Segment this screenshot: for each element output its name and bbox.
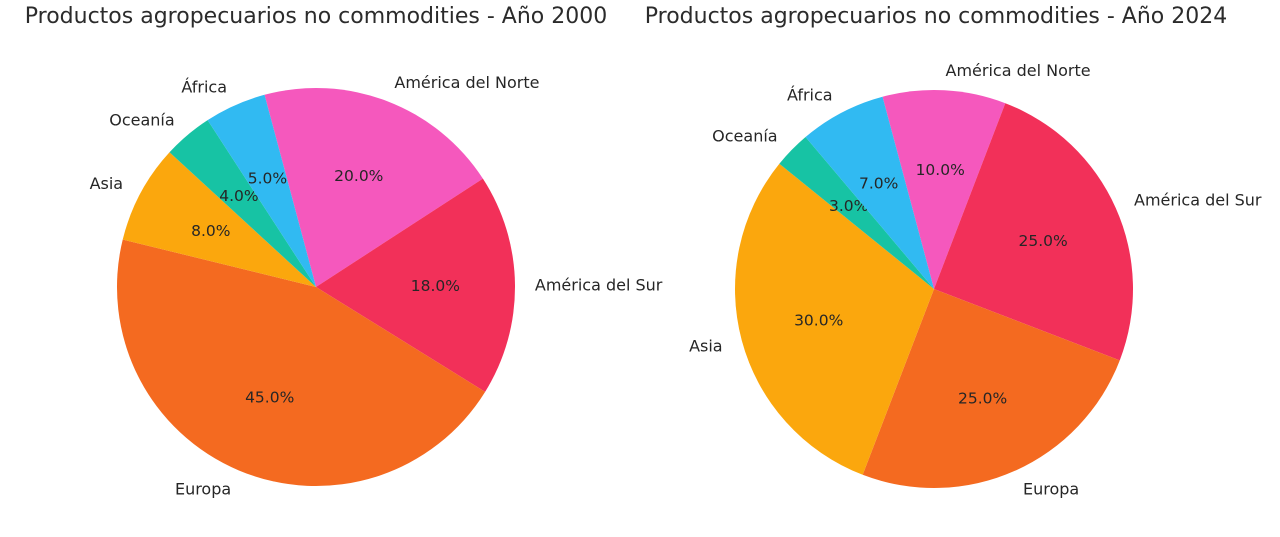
pie-slice-europa	[116, 239, 486, 487]
pie-slice-africa	[207, 94, 316, 287]
pie-slice-asia	[735, 163, 934, 475]
slice-label-africa: África	[787, 86, 833, 105]
slice-label-europa: Europa	[175, 479, 231, 498]
slice-label-america-del-sur: América del Sur	[1134, 191, 1262, 210]
slice-label-asia: Asia	[90, 174, 124, 193]
slice-label-asia: Asia	[689, 336, 723, 355]
slice-label-america-del-norte: América del Norte	[946, 61, 1091, 80]
slice-pct-asia: 8.0%	[191, 222, 230, 240]
pie-slice-america-del-sur	[316, 178, 516, 392]
chart-title-2000: Productos agropecuarios no commodities -…	[24, 4, 608, 29]
pie-slice-oceania	[169, 120, 316, 287]
pie-slice-asia	[122, 152, 317, 287]
pie-slice-africa	[805, 96, 934, 289]
slice-pct-america-del-norte: 20.0%	[334, 167, 383, 185]
slice-pct-america-del-norte: 10.0%	[916, 161, 965, 179]
slice-pct-america-del-sur: 25.0%	[1018, 232, 1067, 250]
slice-label-america-del-norte: América del Norte	[394, 73, 539, 92]
slice-label-america-del-sur: América del Sur	[535, 275, 663, 294]
slice-pct-europa: 45.0%	[245, 389, 294, 407]
slice-label-africa: África	[181, 78, 227, 97]
slice-pct-america-del-sur: 18.0%	[411, 277, 460, 295]
slice-pct-oceania: 4.0%	[219, 187, 258, 205]
pie-slice-oceania	[779, 137, 934, 289]
slice-label-europa: Europa	[1023, 480, 1079, 499]
slice-label-oceania: Oceanía	[712, 126, 777, 145]
chart-title-2024: Productos agropecuarios no commodities -…	[644, 4, 1228, 29]
slice-pct-oceania: 3.0%	[829, 197, 868, 215]
slice-pct-europa: 25.0%	[958, 390, 1007, 408]
slice-label-oceania: Oceanía	[109, 110, 174, 129]
slice-pct-africa: 5.0%	[248, 169, 287, 187]
pie-slice-europa	[862, 289, 1120, 488]
pie-slice-america-del-norte	[264, 87, 483, 287]
slice-pct-asia: 30.0%	[794, 311, 843, 329]
pie-slice-america-del-norte	[882, 90, 1006, 289]
slice-pct-africa: 7.0%	[859, 175, 898, 193]
pie-slice-america-del-sur	[934, 103, 1133, 361]
